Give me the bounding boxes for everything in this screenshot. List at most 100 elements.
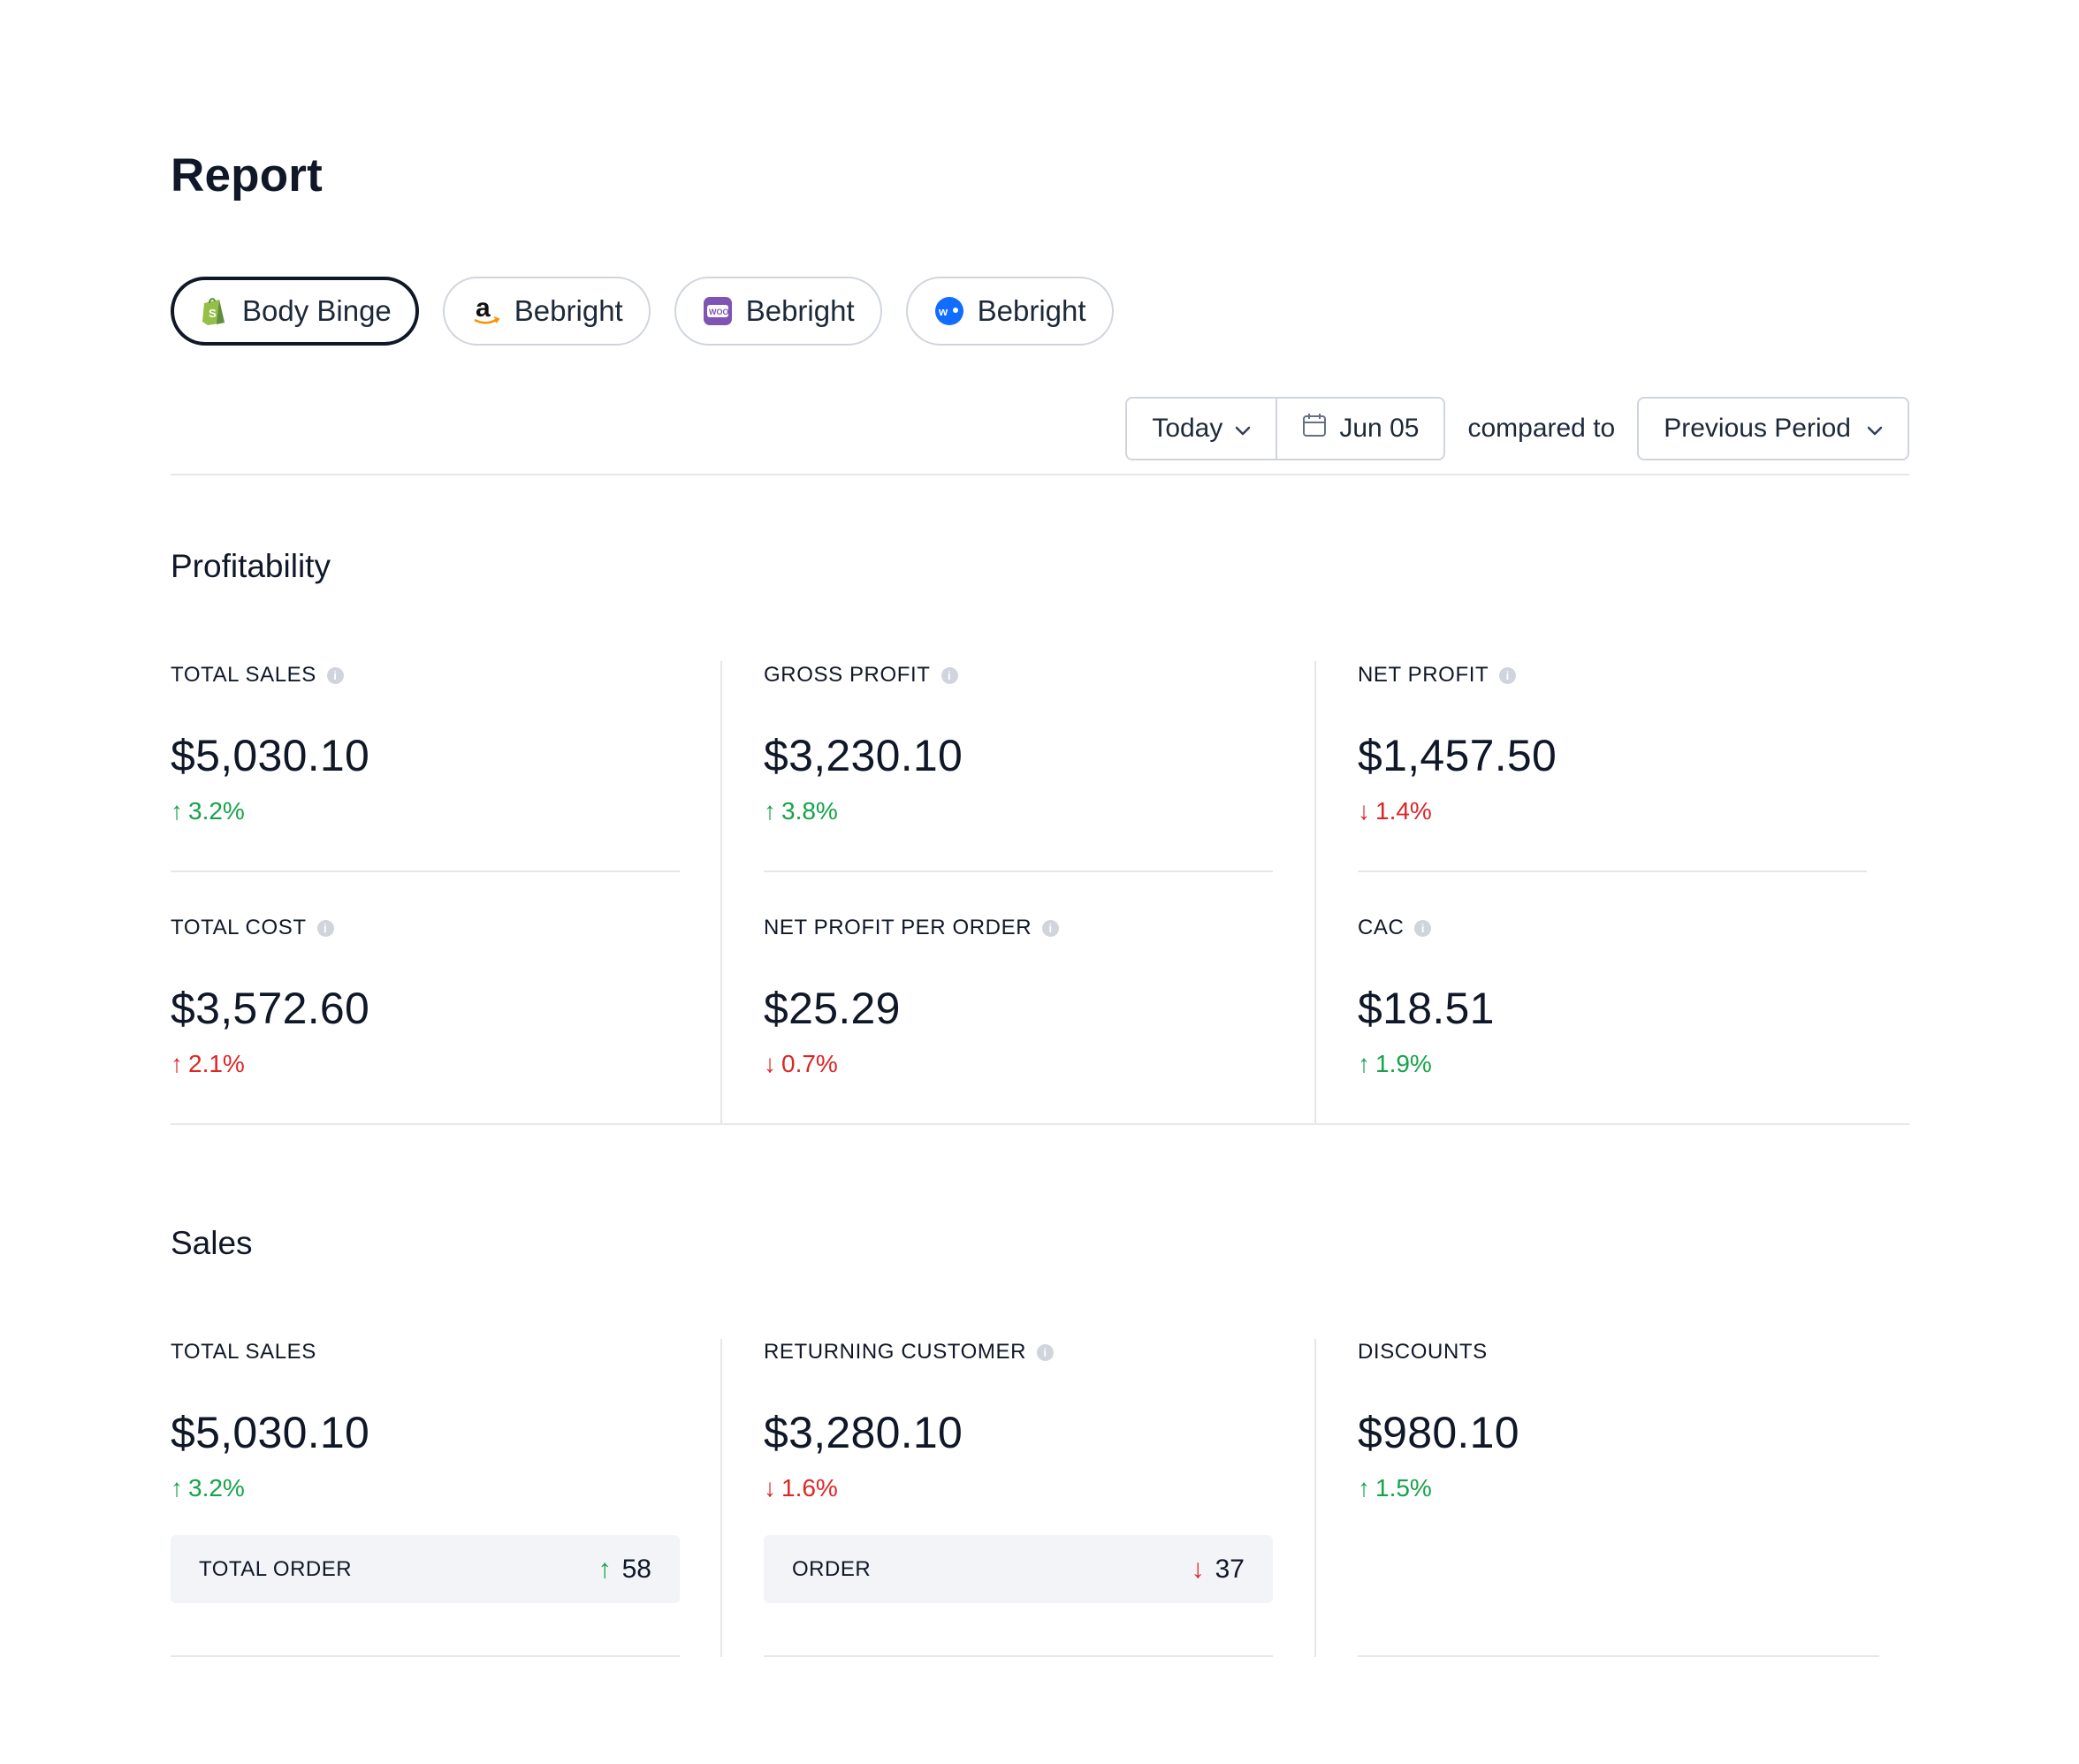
metric-delta: ↑ 1.9% (1358, 1050, 1432, 1077)
arrow-up-icon: ↑ (1358, 1474, 1370, 1502)
arrow-up-icon: ↑ (171, 797, 183, 825)
date-range-group: Today Jun 05 (1125, 397, 1446, 460)
metric-value: $5,030.10 (171, 731, 370, 780)
metric-net-profit-per-order: NET PROFIT PER ORDER i $25.29 ↓ 0.7% (764, 916, 1273, 1077)
arrow-up-icon: ↑ (171, 1050, 183, 1077)
metric-discounts: DISCOUNTS $980.10 ↑ 1.5% (1358, 1340, 1867, 1502)
svg-text:w: w (938, 305, 948, 318)
compared-to-label: compared to (1467, 414, 1616, 443)
metric-value: $18.51 (1358, 984, 1495, 1033)
metric-value: $3,280.10 (764, 1408, 963, 1457)
metric-label: CAC (1358, 916, 1405, 939)
order-label: ORDER (792, 1556, 872, 1581)
calendar-icon (1302, 412, 1327, 445)
amazon-icon: a (470, 295, 502, 327)
wix-icon: w (933, 295, 965, 327)
metric-value: $25.29 (764, 984, 901, 1033)
arrow-up-icon: ↑ (1358, 1050, 1370, 1077)
info-icon[interactable]: i (1042, 919, 1060, 937)
metric-delta: ↓ 0.7% (764, 1050, 838, 1077)
metric-label: TOTAL SALES (171, 1340, 316, 1364)
metric-label: DISCOUNTS (1358, 1340, 1488, 1364)
metric-label: RETURNING CUSTOMER (764, 1340, 1027, 1364)
range-select[interactable]: Today (1127, 399, 1276, 459)
store-chip-bebright-woocommerce[interactable]: WOO Bebright (674, 277, 882, 346)
shopify-icon: S (198, 295, 230, 327)
metric-label: TOTAL SALES (171, 663, 316, 687)
metric-total-sales: TOTAL SALES i $5,030.10 ↑ 3.2% (171, 663, 680, 872)
info-icon[interactable]: i (940, 666, 958, 684)
metric-delta: ↑ 3.2% (171, 1474, 245, 1502)
store-chip-body-binge[interactable]: S Body Binge (171, 277, 419, 346)
metric-delta: ↑ 2.1% (171, 1050, 245, 1077)
svg-text:WOO: WOO (709, 308, 729, 316)
arrow-down-icon: ↓ (1358, 797, 1370, 825)
metric-total-cost: TOTAL COST i $3,572.60 ↑ 2.1% (171, 916, 680, 1077)
page-title: Report (171, 149, 323, 201)
metric-delta: ↑ 3.2% (171, 797, 245, 825)
column-divider (720, 1339, 722, 1657)
metric-delta: ↑ 1.5% (1358, 1474, 1432, 1502)
store-chip-bebright-amazon[interactable]: a Bebright (442, 277, 651, 346)
total-order-value: ↑ 58 (598, 1554, 651, 1584)
metric-label: GROSS PROFIT (764, 663, 931, 687)
comparison-label: Previous Period (1664, 414, 1851, 443)
metric-value: $5,030.10 (171, 1408, 370, 1457)
metric-divider (764, 871, 1273, 872)
store-chip-bebright-wix[interactable]: w Bebright (905, 277, 1114, 346)
info-icon[interactable]: i (1037, 1343, 1055, 1361)
order-row: ORDER ↓ 37 (764, 1535, 1273, 1603)
arrow-down-icon: ↓ (764, 1050, 776, 1077)
metric-value: $1,457.50 (1358, 731, 1557, 780)
date-label: Jun 05 (1339, 414, 1420, 443)
store-chip-label: Bebright (745, 294, 855, 327)
info-icon[interactable]: i (1414, 919, 1432, 937)
column-bottom-divider (764, 1655, 1273, 1657)
arrow-up-icon: ↑ (171, 1474, 183, 1502)
section-divider (171, 1123, 1909, 1125)
metric-label: NET PROFIT PER ORDER (764, 916, 1032, 939)
svg-text:S: S (209, 307, 217, 320)
info-icon[interactable]: i (316, 919, 334, 937)
arrow-down-icon: ↓ (1191, 1554, 1205, 1584)
total-order-row: TOTAL ORDER ↑ 58 (171, 1535, 680, 1603)
section-title-sales: Sales (171, 1225, 253, 1261)
column-divider (1314, 661, 1316, 1124)
metric-net-profit: NET PROFIT i $1,457.50 ↓ 1.4% (1358, 663, 1867, 872)
metric-label: NET PROFIT (1358, 663, 1489, 687)
metric-value: $980.10 (1358, 1408, 1519, 1457)
date-picker[interactable]: Jun 05 (1276, 399, 1443, 459)
chevron-down-icon (1867, 414, 1883, 444)
store-chip-label: Bebright (977, 294, 1086, 327)
arrow-up-icon: ↑ (764, 797, 776, 825)
column-divider (1314, 1339, 1316, 1657)
metric-divider (1358, 871, 1867, 872)
woocommerce-icon: WOO (702, 295, 734, 327)
metric-delta: ↓ 1.6% (764, 1474, 838, 1502)
order-value: ↓ 37 (1191, 1554, 1245, 1584)
column-bottom-divider (1358, 1655, 1879, 1657)
store-chip-label: Body Binge (242, 294, 392, 327)
metric-sales-total-sales: TOTAL SALES $5,030.10 ↑ 3.2% (171, 1340, 680, 1502)
date-filters: Today Jun 05 compared to Previous Period (1125, 397, 1909, 460)
svg-text:a: a (476, 295, 491, 323)
info-icon[interactable]: i (1499, 666, 1517, 684)
arrow-up-icon: ↑ (598, 1554, 612, 1584)
store-selector: S Body Binge a Bebright WOO Bebright w B… (171, 277, 1114, 346)
header-divider (171, 474, 1909, 475)
metric-value: $3,230.10 (764, 731, 963, 780)
column-divider (720, 661, 722, 1124)
comparison-select[interactable]: Previous Period (1637, 397, 1909, 460)
arrow-down-icon: ↓ (764, 1474, 776, 1502)
metric-returning-customer: RETURNING CUSTOMER i $3,280.10 ↓ 1.6% (764, 1340, 1273, 1502)
metric-gross-profit: GROSS PROFIT i $3,230.10 ↑ 3.8% (764, 663, 1273, 872)
range-label: Today (1152, 414, 1223, 443)
chevron-down-icon (1235, 414, 1251, 444)
info-icon[interactable]: i (326, 666, 344, 684)
column-bottom-divider (171, 1655, 680, 1657)
metric-divider (171, 871, 680, 872)
metric-delta: ↓ 1.4% (1358, 797, 1432, 825)
metric-label: TOTAL COST (171, 916, 307, 939)
total-order-label: TOTAL ORDER (199, 1556, 353, 1581)
metric-delta: ↑ 3.8% (764, 797, 838, 825)
